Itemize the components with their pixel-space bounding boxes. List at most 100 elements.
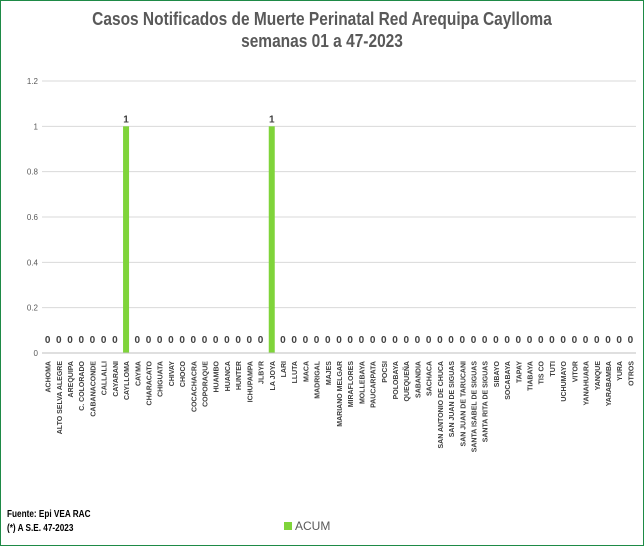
data-label: 0 [616,335,622,346]
data-label: 0 [157,335,163,346]
data-label: 0 [493,335,499,346]
x-tick-label: HUAMBO [214,360,221,392]
x-tick-label: LA JOYA [270,361,277,390]
chart-footer: Fuente: Epi VEA RAC (*) A S.E. 47-2023 [7,508,91,536]
x-tick-label: MACA [303,361,310,382]
x-tick-label: CABANACONDE [90,361,97,417]
data-label: 0 [78,335,84,346]
y-tick-label: 0.2 [27,304,39,313]
legend-label: ACUM [295,519,331,533]
data-label: 0 [403,335,409,346]
data-label: 0 [258,335,264,346]
data-label: 0 [538,335,544,346]
bar [123,126,130,353]
data-label: 0 [347,335,353,346]
data-label: 0 [628,335,634,346]
x-tick-label: YARABAMBA [606,361,613,406]
data-label: 1 [123,114,129,125]
x-tick-label: LARI [281,361,288,377]
x-tick-label: OTROS [628,361,635,386]
chart-subtitle: semanas 01 a 47-2023 [241,31,403,51]
data-label: 0 [482,335,488,346]
data-label: 0 [504,335,510,346]
legend-swatch [284,522,292,530]
y-tick-label: 0.6 [27,213,39,222]
x-tick-label: CAYMA [135,361,142,386]
x-tick-label: PAUCARPATA [371,361,378,408]
data-label: 0 [168,335,174,346]
x-tick-label: HUNTER [236,361,243,390]
data-label: 0 [572,335,578,346]
chart-title: Casos Notificados de Muerte Perinatal Re… [92,9,552,29]
y-tick-label: 0.8 [27,168,39,177]
x-tick-label: CAYLLOMA [124,361,131,400]
bar [268,126,275,353]
data-label: 0 [381,335,387,346]
x-tick-label: ALTO SELVA ALEGRE [57,361,64,435]
data-label: 0 [280,335,286,346]
data-label: 0 [415,335,421,346]
data-label: 0 [90,335,96,346]
x-tick-label: AREQUIPA [68,361,75,397]
x-tick-label: CHARACATO [146,360,153,405]
legend: ACUM [284,519,330,533]
data-label: 0 [314,335,320,346]
x-tick-label: HUANCA [225,361,232,391]
data-label: 0 [605,335,611,346]
data-label: 0 [516,335,522,346]
x-tick-label: MIRAFLORES [348,361,355,408]
y-tick-label: 0.4 [27,258,39,267]
x-tick-label: SAN JUAN DE TARUCANI [460,361,467,446]
x-tick-label: COCACHACRA [191,361,198,412]
data-label: 0 [460,335,466,346]
data-label: 0 [527,335,533,346]
x-tick-label: TUTI [550,361,557,377]
x-tick-label: SANTA RITA DE SIGUAS [483,361,490,443]
y-tick-label: 1.2 [27,77,39,86]
x-tick-label: POLOBAYA [393,361,400,399]
x-tick-label: VITOR [572,361,579,382]
x-tick-label: MOLLEBAYA [359,361,366,404]
data-label: 0 [370,335,376,346]
data-label: 0 [202,335,208,346]
data-label: 0 [560,335,566,346]
data-label: 0 [291,335,297,346]
x-tick-label: MADRIGAL [315,360,322,398]
data-label: 0 [213,335,219,346]
week-note: (*) A S.E. 47-2023 [7,523,74,534]
x-tick-label: SAN ANTONIO DE CHUCA [438,361,445,449]
x-tick-label: LLUTA [292,361,299,383]
x-tick-label: MAJES [326,361,333,385]
x-tick-label: JLBYR [259,361,266,384]
x-tick-label: TIABAYA [528,361,535,391]
x-tick-label: SABANDIA [415,361,422,398]
data-label: 0 [247,335,253,346]
data-label: 0 [594,335,600,346]
data-label: 0 [336,335,342,346]
x-tick-label: CALLALLI [102,361,109,395]
x-tick-label: C. COLORADO [79,360,86,410]
x-tick-label: CHOCO [180,360,187,387]
x-tick-label: SOCABAYA [505,361,512,400]
y-tick-label: 0 [34,349,39,358]
x-tick-label: YURA [617,361,624,381]
data-label: 0 [101,335,107,346]
data-label: 0 [359,335,365,346]
x-tick-label: SAN JUAN DE SIGUAS [449,361,456,438]
x-tick-label: QUEQUEÑA [402,361,411,401]
data-label: 0 [235,335,241,346]
data-label: 0 [426,335,432,346]
x-tick-label: SANTA ISABEL DE SIGUAS [471,361,478,453]
x-tick-label: CHIVAY [169,361,176,387]
data-label: 0 [179,335,185,346]
data-label: 1 [269,114,275,125]
x-tick-label: TIS CO [539,360,546,384]
data-label: 0 [134,335,140,346]
x-tick-label: SIBAYO [494,360,501,387]
x-tick-label: MARIANO MELGAR [337,361,344,427]
data-label: 0 [549,335,555,346]
data-label: 0 [303,335,309,346]
x-tick-label: UCHUMAYO [561,360,568,401]
